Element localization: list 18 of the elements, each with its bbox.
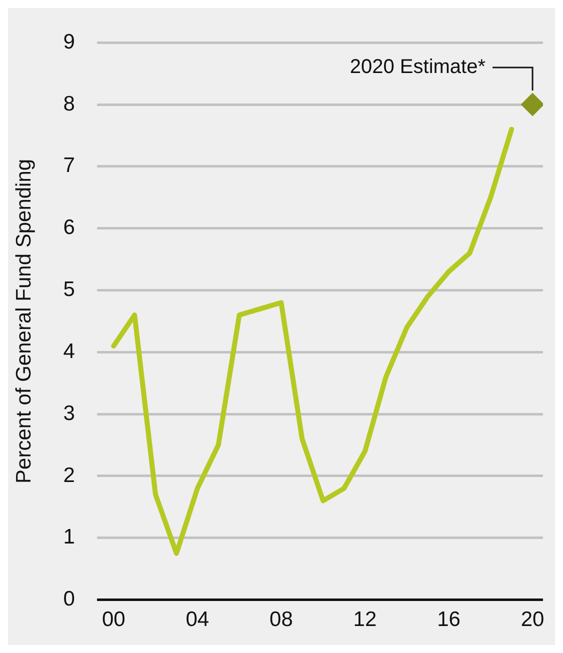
x-tick-label: 04 xyxy=(186,608,210,632)
y-tick-label: 9 xyxy=(63,30,75,54)
y-tick-label: 3 xyxy=(63,402,75,425)
y-tick-label: 8 xyxy=(63,92,75,116)
y-tick-label: 4 xyxy=(63,340,76,363)
y-tick-label: 0 xyxy=(63,588,75,611)
y-tick-label: 1 xyxy=(63,526,75,549)
x-tick-label: 20 xyxy=(520,608,544,632)
y-tick-label: 5 xyxy=(63,278,75,302)
y-tick-label: 7 xyxy=(63,154,75,178)
y-axis-title: Percent of General Fund Spending xyxy=(12,158,36,484)
y-tick-label: 6 xyxy=(63,216,75,240)
y-tick-label: 2 xyxy=(63,464,75,487)
x-tick-label: 12 xyxy=(353,608,377,632)
x-tick-label: 08 xyxy=(270,608,293,632)
x-tick-label: 00 xyxy=(102,608,126,632)
annotation: 2020 Estimate* xyxy=(350,56,486,78)
x-tick-label: 16 xyxy=(437,608,460,632)
